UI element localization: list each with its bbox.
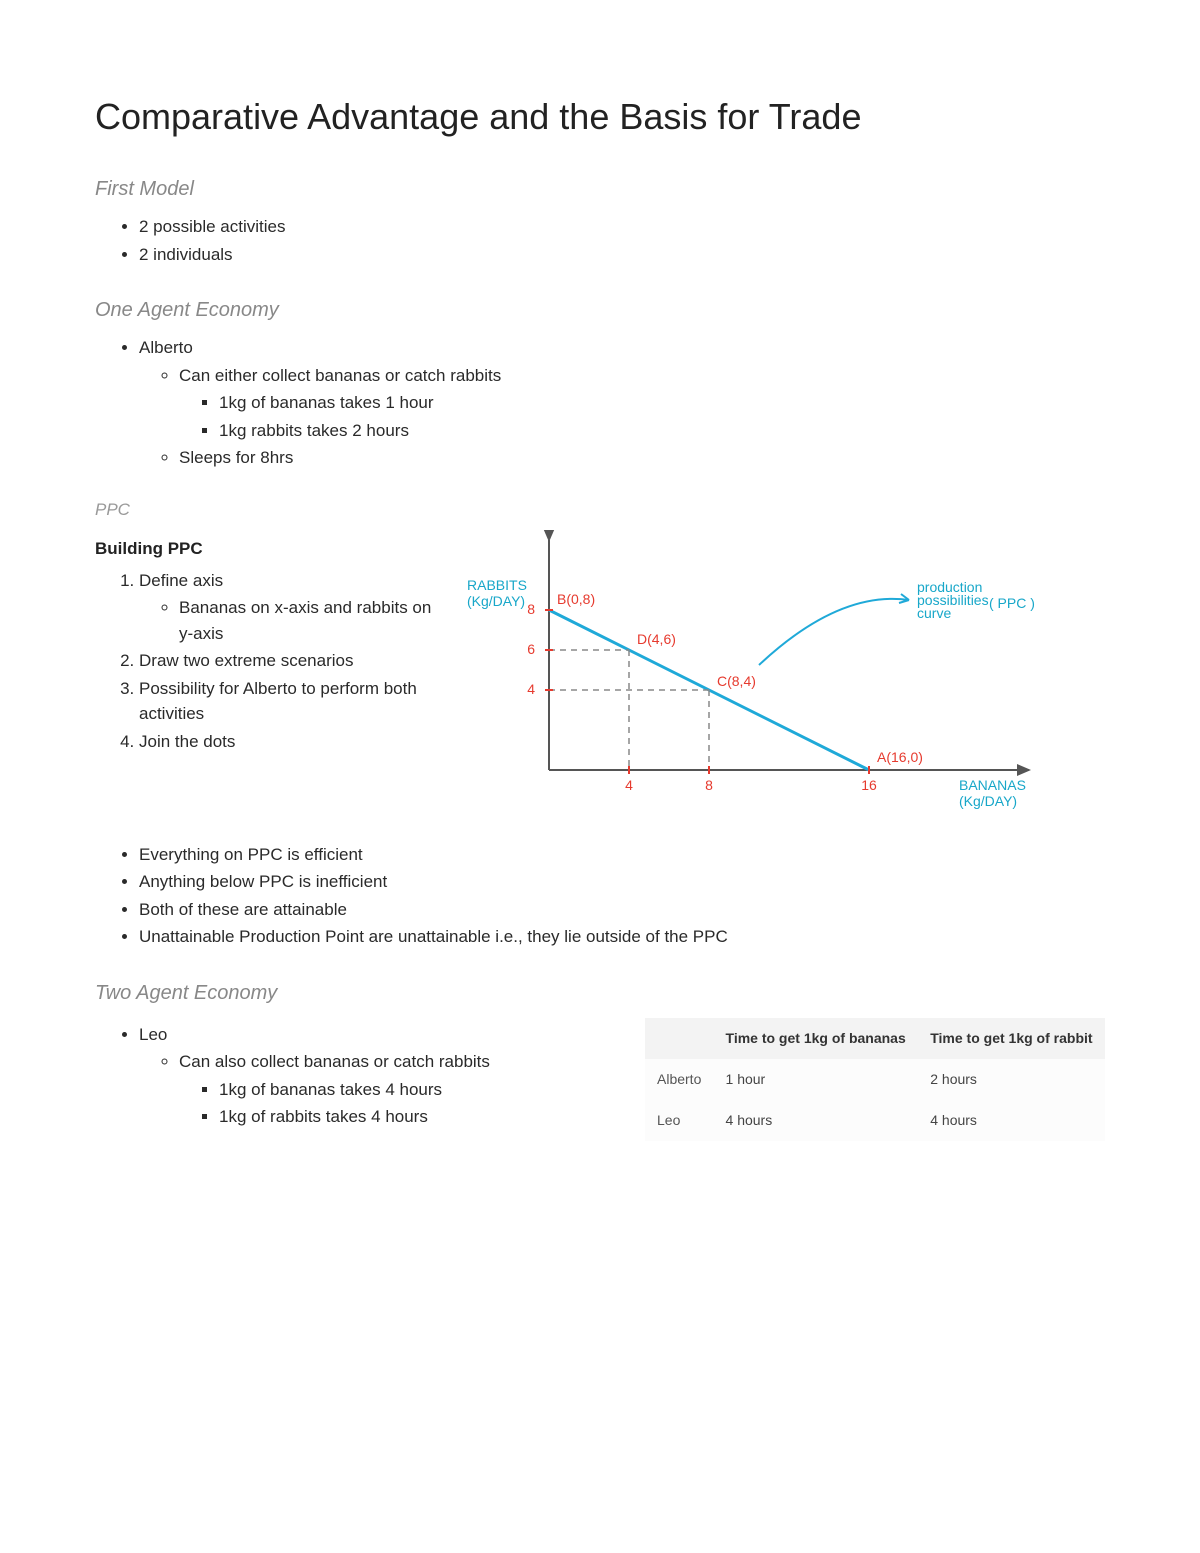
point-label-d: D(4,6) (637, 631, 676, 647)
list-item: Unattainable Production Point are unatta… (139, 924, 1105, 950)
table-cell: 2 hours (918, 1059, 1105, 1100)
x-tick: 4 (625, 777, 633, 793)
table-cell: Alberto (645, 1059, 714, 1100)
list-item: 1kg rabbits takes 2 hours (219, 418, 1105, 444)
table-cell: 4 hours (714, 1100, 919, 1141)
text: Define axis (139, 571, 223, 590)
list-item: Bananas on x-axis and rabbits on y-axis (179, 595, 435, 646)
table-row: Alberto 1 hour 2 hours (645, 1059, 1105, 1100)
page-title: Comparative Advantage and the Basis for … (95, 90, 1105, 144)
y-tick: 4 (527, 681, 535, 697)
list-item: Anything below PPC is inefficient (139, 869, 1105, 895)
comparison-table: Time to get 1kg of bananas Time to get 1… (645, 1018, 1105, 1141)
point-label-a: A(16,0) (877, 749, 923, 765)
ppc-subheading: PPC (95, 497, 1105, 523)
ppc-notes-list: Everything on PPC is efficient Anything … (95, 842, 1105, 950)
x-axis-label: BANANAS (Kg/DAY) (959, 777, 1030, 809)
text: Can either collect bananas or catch rabb… (179, 366, 501, 385)
table-header (645, 1018, 714, 1059)
list-item: Can either collect bananas or catch rabb… (179, 363, 1105, 444)
x-tick: 8 (705, 777, 713, 793)
list-item: Everything on PPC is efficient (139, 842, 1105, 868)
text: Alberto (139, 338, 193, 357)
list-item: 2 individuals (139, 242, 1105, 268)
text: Leo (139, 1025, 167, 1044)
list-item: Sleeps for 8hrs (179, 445, 1105, 471)
list-item: Define axis Bananas on x-axis and rabbit… (139, 568, 435, 647)
list-item: 1kg of bananas takes 4 hours (219, 1077, 615, 1103)
list-item: Can also collect bananas or catch rabbit… (179, 1049, 615, 1130)
ppc-chart: RABBITS (Kg/DAY) 8 6 (459, 530, 1105, 838)
two-agent-heading: Two Agent Economy (95, 978, 1105, 1008)
point-label-c: C(8,4) (717, 673, 756, 689)
list-item: Draw two extreme scenarios (139, 648, 435, 674)
y-axis-label: RABBITS (Kg/DAY) (467, 577, 531, 609)
building-ppc-heading: Building PPC (95, 536, 435, 562)
first-model-heading: First Model (95, 174, 1105, 204)
table-cell: 4 hours (918, 1100, 1105, 1141)
table-header: Time to get 1kg of bananas (714, 1018, 919, 1059)
table-row: Leo 4 hours 4 hours (645, 1100, 1105, 1141)
one-agent-heading: One Agent Economy (95, 295, 1105, 325)
ppc-abbrev: ( PPC ) (989, 595, 1035, 611)
first-model-list: 2 possible activities 2 individuals (95, 214, 1105, 267)
list-item: Join the dots (139, 729, 435, 755)
y-tick: 6 (527, 641, 535, 657)
table-header: Time to get 1kg of rabbit (918, 1018, 1105, 1059)
table-cell: Leo (645, 1100, 714, 1141)
one-agent-list: Alberto Can either collect bananas or ca… (95, 335, 1105, 471)
list-item: Both of these are attainable (139, 897, 1105, 923)
list-item: 1kg of rabbits takes 4 hours (219, 1104, 615, 1130)
building-ppc-steps: Define axis Bananas on x-axis and rabbit… (95, 568, 435, 755)
point-label-b: B(0,8) (557, 591, 595, 607)
arrow-curve (759, 599, 909, 665)
two-agent-list: Leo Can also collect bananas or catch ra… (95, 1022, 615, 1130)
list-item: Leo Can also collect bananas or catch ra… (139, 1022, 615, 1130)
list-item: 1kg of bananas takes 1 hour (219, 390, 1105, 416)
list-item: Possibility for Alberto to perform both … (139, 676, 435, 727)
y-tick: 8 (527, 601, 535, 617)
ppc-label: production possibilities curve (917, 579, 992, 621)
x-tick: 16 (861, 777, 877, 793)
list-item: Alberto Can either collect bananas or ca… (139, 335, 1105, 471)
text: Can also collect bananas or catch rabbit… (179, 1052, 490, 1071)
list-item: 2 possible activities (139, 214, 1105, 240)
table-cell: 1 hour (714, 1059, 919, 1100)
